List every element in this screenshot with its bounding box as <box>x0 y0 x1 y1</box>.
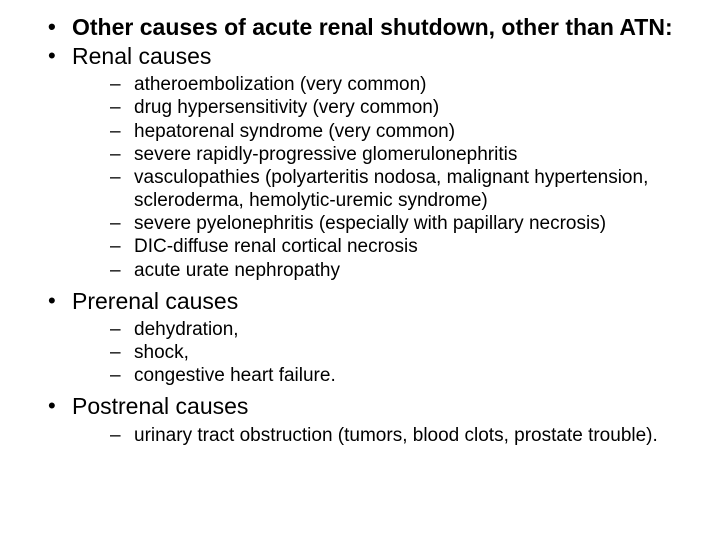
sub-text: vasculopathies (polyarteritis nodosa, ma… <box>134 167 648 211</box>
sub-text: hepatorenal syndrome (very common) <box>134 121 455 142</box>
sub-item: DIC-diffuse renal cortical necrosis <box>110 235 690 258</box>
bullet-text: Postrenal causes <box>72 393 248 419</box>
sub-text: drug hypersensitivity (very common) <box>134 97 439 118</box>
sub-item: atheroembolization (very common) <box>110 73 690 96</box>
sub-list-prerenal: dehydration, shock, congestive heart fai… <box>110 318 690 388</box>
sub-item: severe rapidly-progressive glomeruloneph… <box>110 143 690 166</box>
sub-text: dehydration, <box>134 319 239 340</box>
sub-text: severe rapidly-progressive glomeruloneph… <box>134 144 517 165</box>
top-list: Other causes of acute renal shutdown, ot… <box>48 14 690 447</box>
sub-list-renal: atheroembolization (very common) drug hy… <box>110 73 690 282</box>
sub-text: acute urate nephropathy <box>134 260 340 281</box>
bullet-title: Other causes of acute renal shutdown, ot… <box>48 14 690 41</box>
sub-item: vasculopathies (polyarteritis nodosa, ma… <box>110 166 690 212</box>
sub-text: urinary tract obstruction (tumors, blood… <box>134 425 658 446</box>
bullet-postrenal: Postrenal causes urinary tract obstructi… <box>48 393 690 446</box>
sub-item: urinary tract obstruction (tumors, blood… <box>110 424 690 447</box>
sub-text: severe pyelonephritis (especially with p… <box>134 213 606 234</box>
sub-text: congestive heart failure. <box>134 365 336 386</box>
sub-text: atheroembolization (very common) <box>134 74 427 95</box>
bullet-text: Other causes of acute renal shutdown, ot… <box>72 14 673 40</box>
bullet-prerenal: Prerenal causes dehydration, shock, cong… <box>48 288 690 388</box>
slide: Other causes of acute renal shutdown, ot… <box>0 0 720 463</box>
sub-text: shock, <box>134 342 189 363</box>
sub-list-postrenal: urinary tract obstruction (tumors, blood… <box>110 424 690 447</box>
sub-text: DIC-diffuse renal cortical necrosis <box>134 236 418 257</box>
sub-item: drug hypersensitivity (very common) <box>110 96 690 119</box>
bullet-text: Prerenal causes <box>72 288 238 314</box>
sub-item: dehydration, <box>110 318 690 341</box>
sub-item: severe pyelonephritis (especially with p… <box>110 212 690 235</box>
sub-item: shock, <box>110 341 690 364</box>
sub-item: hepatorenal syndrome (very common) <box>110 120 690 143</box>
bullet-text: Renal causes <box>72 43 211 69</box>
sub-item: congestive heart failure. <box>110 364 690 387</box>
bullet-renal: Renal causes atheroembolization (very co… <box>48 43 690 282</box>
sub-item: acute urate nephropathy <box>110 259 690 282</box>
